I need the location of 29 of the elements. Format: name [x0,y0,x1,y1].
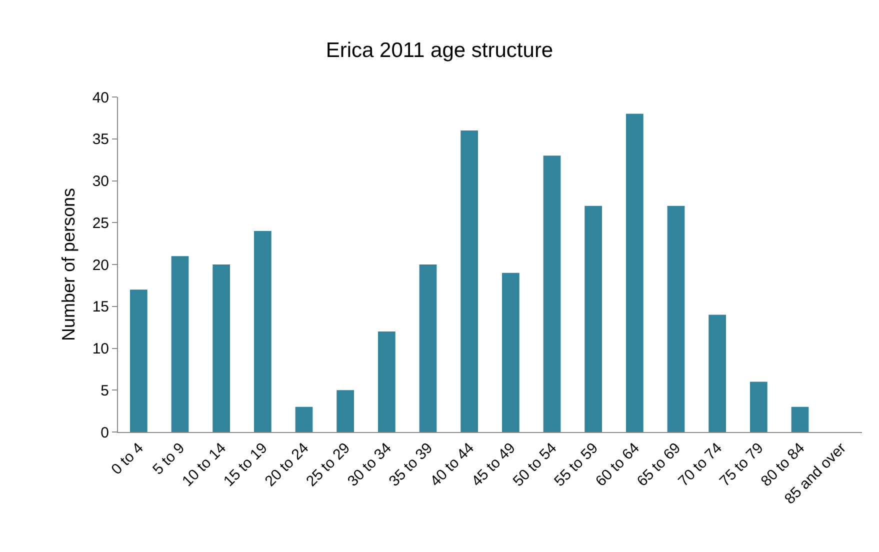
bar [212,264,230,432]
y-tick-label: 30 [92,173,109,190]
y-tick-label: 10 [92,340,109,358]
bar [502,272,520,432]
bar [130,290,148,432]
y-axis-title: Number of persons [58,188,79,342]
bar [295,406,313,432]
bar [626,114,644,432]
bar [750,382,768,432]
y-tick-label: 5 [100,382,109,400]
bar [667,206,685,432]
bar [460,130,478,432]
bar [543,156,561,432]
bar [171,256,189,432]
y-tick-label: 15 [92,298,109,316]
bar [708,314,726,432]
y-tick-label: 20 [92,256,109,274]
bar [378,332,396,432]
bar [791,406,809,432]
y-tick-label: 35 [92,131,109,148]
y-tick-label: 25 [92,214,109,232]
bar [254,231,272,432]
bar [584,206,602,432]
bar [419,264,437,432]
y-tick-label: 0 [100,424,109,442]
chart-title: Erica 2011 age structure [326,39,554,62]
bar [336,390,354,432]
y-tick-label: 40 [92,89,109,106]
x-tick-label: 0 to 4 [108,440,147,478]
